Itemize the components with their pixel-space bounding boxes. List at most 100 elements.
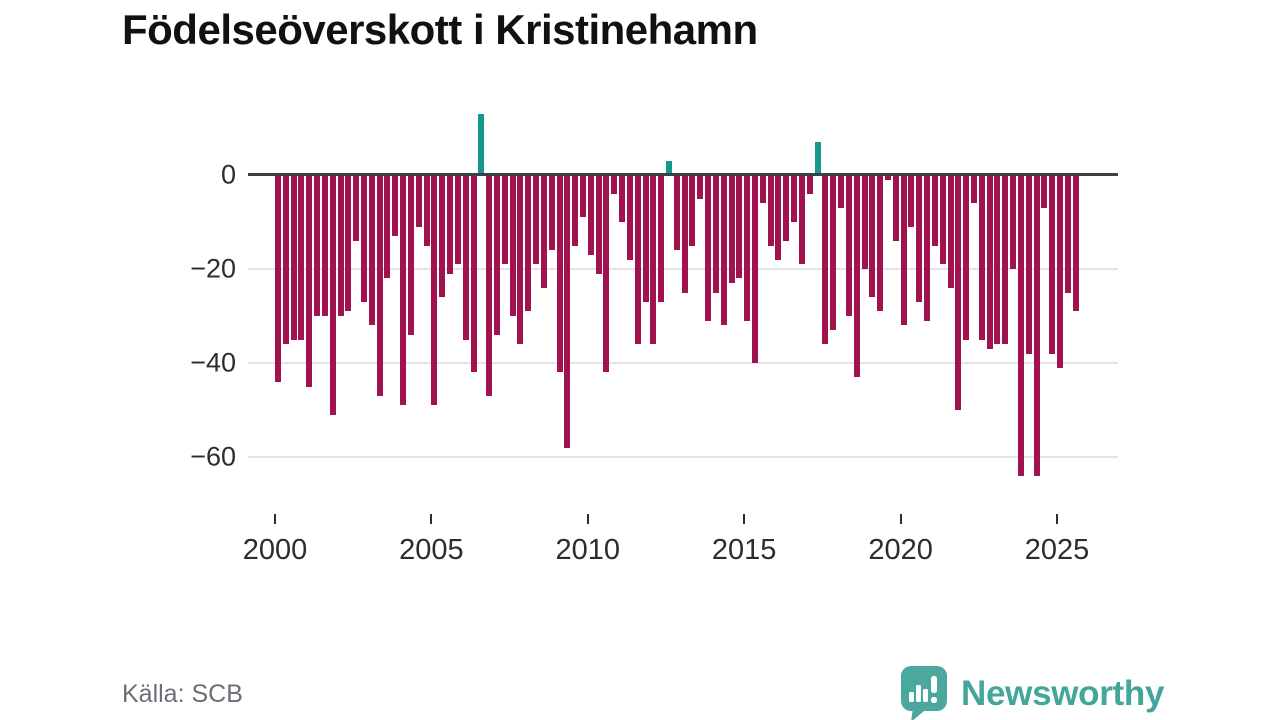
bar-2007-q1 [493, 175, 500, 335]
gridline--60 [248, 456, 1118, 458]
bar-2002-q4 [361, 175, 368, 302]
bar-2015-q1 [744, 175, 751, 321]
bar-2019-q1 [869, 175, 876, 298]
bar-2017-q2 [814, 142, 821, 175]
bar-2025-q3 [1072, 175, 1079, 312]
bar-2004-q3 [415, 175, 422, 227]
bar-2013-q1 [681, 175, 688, 293]
bar-2021-q2 [939, 175, 946, 265]
bar-2008-q4 [548, 175, 555, 251]
bar-2011-q1 [619, 175, 626, 222]
bar-2004-q2 [407, 175, 414, 335]
bar-2000-q4 [298, 175, 305, 340]
bar-2011-q2 [626, 175, 633, 260]
bar-2010-q4 [611, 175, 618, 194]
bar-2002-q3 [353, 175, 360, 241]
bar-2007-q4 [517, 175, 524, 345]
x-tick-label-2010: 2010 [555, 534, 621, 566]
bar-2024-q3 [1041, 175, 1048, 208]
bar-2021-q4 [955, 175, 962, 410]
bar-2009-q2 [564, 175, 571, 448]
bar-2004-q4 [423, 175, 430, 246]
bar-2008-q3 [540, 175, 547, 288]
bar-2006-q4 [486, 175, 493, 396]
bar-2014-q2 [720, 175, 727, 326]
bar-2024-q4 [1049, 175, 1056, 354]
bar-2011-q3 [634, 175, 641, 345]
x-tick-label-2005: 2005 [399, 534, 464, 566]
bar-2008-q1 [525, 175, 532, 312]
x-tick-label-2015: 2015 [711, 534, 777, 566]
bar-2016-q2 [783, 175, 790, 241]
bar-2014-q3 [728, 175, 735, 284]
bar-2020-q1 [900, 175, 907, 326]
gridline--40 [248, 362, 1118, 364]
bar-2007-q2 [501, 175, 508, 265]
bar-2001-q3 [321, 175, 328, 316]
chart-title: Födelseöverskott i Kristinehamn [122, 6, 758, 53]
bar-2006-q2 [470, 175, 477, 373]
bar-2012-q3 [666, 160, 672, 175]
bar-2017-q3 [822, 175, 829, 345]
x-tick-2010 [586, 514, 589, 524]
bar-2013-q3 [697, 175, 704, 199]
newsworthy-bubble-icon [901, 666, 947, 720]
bar-2010-q1 [587, 175, 594, 255]
x-tick-label-2025: 2025 [1024, 534, 1090, 566]
bar-2018-q1 [838, 175, 845, 208]
bar-2001-q1 [306, 175, 313, 387]
bar-2022-q2 [970, 175, 977, 204]
bar-2001-q2 [314, 175, 321, 316]
bar-2003-q4 [392, 175, 399, 237]
y-tick-label--40: −40 [190, 347, 236, 378]
bar-2004-q1 [400, 175, 407, 406]
x-tick-label-2000: 2000 [242, 534, 308, 566]
y-tick-label--20: −20 [190, 253, 236, 284]
x-tick-2015 [743, 514, 746, 524]
bar-2009-q3 [572, 175, 579, 246]
bar-2008-q2 [533, 175, 540, 265]
bar-2005-q2 [439, 175, 446, 298]
bar-2013-q4 [705, 175, 712, 321]
bar-2015-q4 [767, 175, 774, 246]
bar-2001-q4 [329, 175, 336, 415]
bar-2015-q2 [752, 175, 759, 363]
newsworthy-logo: Newsworthy [901, 666, 1164, 720]
bar-2022-q3 [978, 175, 985, 340]
bar-2016-q3 [791, 175, 798, 222]
bar-2015-q3 [759, 175, 766, 204]
bar-2017-q1 [806, 175, 813, 194]
bar-2018-q3 [853, 175, 860, 378]
source-caption: Källa: SCB [122, 680, 243, 708]
bar-2018-q4 [861, 175, 868, 269]
x-tick-2000 [274, 514, 276, 524]
bar-2016-q4 [798, 175, 805, 265]
bar-2007-q3 [509, 175, 516, 316]
bar-2020-q4 [924, 175, 931, 321]
bar-2021-q1 [931, 175, 938, 246]
bar-2006-q1 [462, 175, 469, 340]
bar-2005-q1 [431, 175, 438, 406]
bar-2010-q3 [603, 175, 610, 373]
bar-2010-q2 [595, 175, 602, 274]
bar-2000-q1 [275, 175, 281, 382]
bar-2025-q2 [1064, 175, 1071, 293]
bar-2000-q2 [282, 175, 289, 345]
bar-2012-q1 [650, 175, 657, 345]
bar-2000-q3 [290, 175, 297, 340]
bar-2022-q1 [963, 175, 970, 340]
bar-2002-q1 [337, 175, 344, 316]
bar-2012-q2 [658, 175, 665, 302]
bar-2005-q3 [447, 175, 454, 274]
bar-2020-q2 [908, 175, 915, 227]
y-tick-label--60: −60 [190, 441, 236, 472]
bar-2018-q2 [845, 175, 852, 316]
bar-2023-q4 [1017, 175, 1024, 476]
bar-2003-q1 [368, 175, 375, 326]
bar-2009-q4 [579, 175, 586, 218]
bar-2013-q2 [689, 175, 696, 246]
y-tick-label-0: 0 [220, 159, 236, 190]
x-tick-2005 [430, 514, 433, 524]
bar-2020-q3 [916, 175, 923, 302]
